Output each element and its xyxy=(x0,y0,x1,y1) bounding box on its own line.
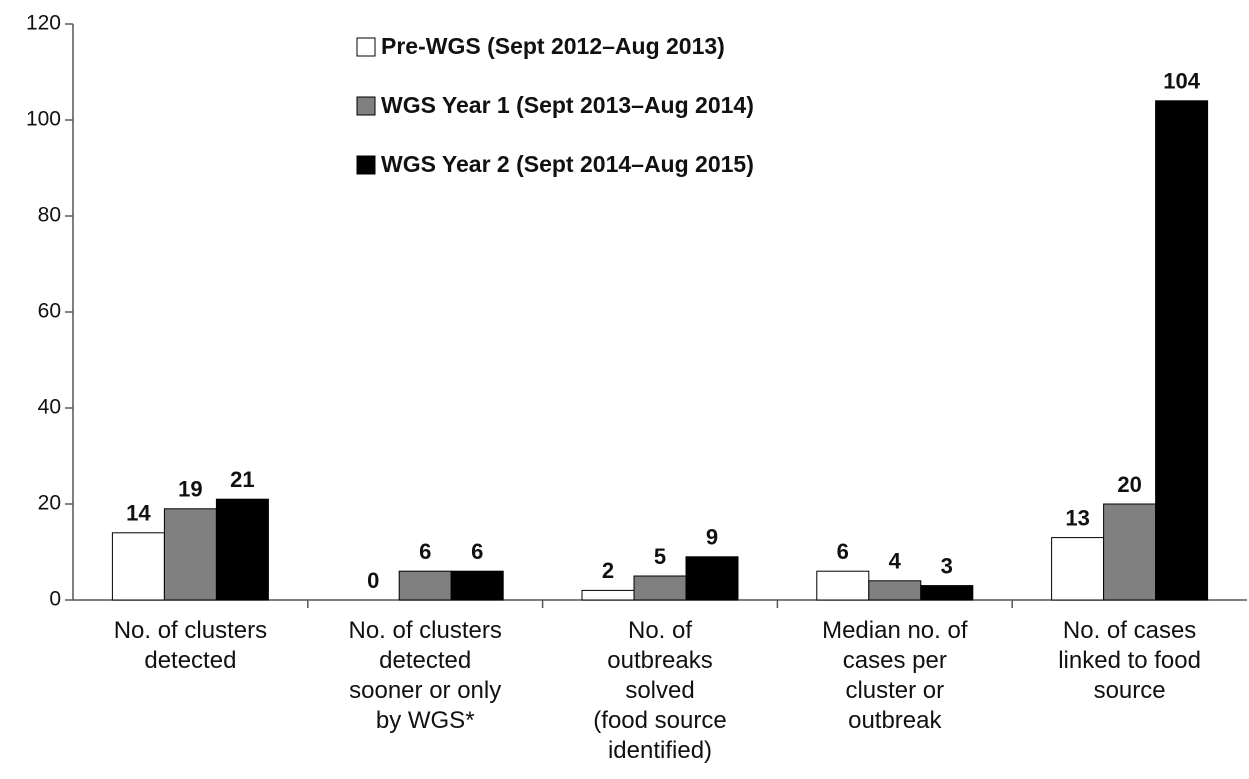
legend-label: WGS Year 1 (Sept 2013–Aug 2014) xyxy=(381,92,754,118)
bar xyxy=(920,585,974,601)
value-label: 0 xyxy=(367,568,379,593)
value-label: 13 xyxy=(1065,505,1089,530)
y-tick-label: 80 xyxy=(38,204,61,227)
x-tick-label: No. of clusters detected sooner or only … xyxy=(348,617,502,734)
legend-label: Pre-WGS (Sept 2012–Aug 2013) xyxy=(381,33,725,59)
bar xyxy=(1103,503,1157,601)
value-label: 20 xyxy=(1117,472,1141,497)
bar xyxy=(163,508,217,601)
x-tick-label: Median no. of cases per cluster or outbr… xyxy=(822,617,968,734)
value-label: 14 xyxy=(126,501,151,526)
bar xyxy=(398,570,452,601)
y-tick-label: 0 xyxy=(49,588,61,611)
value-label: 6 xyxy=(471,539,483,564)
bar xyxy=(816,570,870,601)
value-label: 2 xyxy=(602,558,614,583)
value-label: 6 xyxy=(837,539,849,564)
value-label: 3 xyxy=(941,553,953,578)
value-label: 9 xyxy=(706,525,718,550)
y-tick-label: 120 xyxy=(26,12,61,35)
y-tick-label: 60 xyxy=(38,300,61,323)
y-tick-label: 100 xyxy=(26,108,61,131)
x-tick-label: No. of cases linked to food source xyxy=(1058,617,1201,704)
value-label: 5 xyxy=(654,544,666,569)
value-label: 21 xyxy=(230,467,254,492)
value-label: 4 xyxy=(889,549,902,574)
bar xyxy=(633,575,687,601)
y-tick-label: 40 xyxy=(38,396,61,419)
value-label: 19 xyxy=(178,477,202,502)
value-label: 6 xyxy=(419,539,431,564)
bar xyxy=(581,589,635,601)
legend-swatch xyxy=(356,155,376,175)
legend-swatch xyxy=(356,37,376,57)
value-label: 104 xyxy=(1163,69,1200,94)
bar xyxy=(1051,537,1105,601)
bar xyxy=(868,580,922,601)
y-tick-label: 20 xyxy=(38,492,61,515)
bar xyxy=(111,532,165,601)
x-tick-label: No. of clusters detected xyxy=(113,617,268,674)
bar xyxy=(215,498,269,601)
x-tick-label: No. of outbreaks solved (food source ide… xyxy=(593,617,727,764)
bar xyxy=(1155,100,1209,601)
legend-swatch xyxy=(356,96,376,116)
legend-label: WGS Year 2 (Sept 2014–Aug 2015) xyxy=(381,151,754,177)
bar xyxy=(450,570,504,601)
bar xyxy=(685,556,739,601)
